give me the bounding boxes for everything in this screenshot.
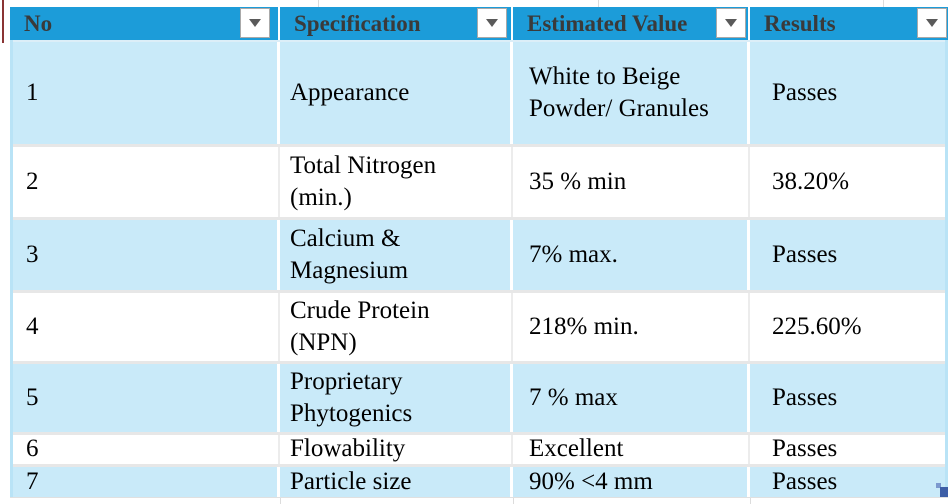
cell-no[interactable]: 5 — [10, 364, 280, 432]
cell-result[interactable]: Passes — [772, 78, 838, 106]
filter-button-estimated-value[interactable] — [716, 8, 746, 38]
gridline-tick — [883, 0, 884, 7]
cell-specification[interactable]: Flowability — [280, 435, 513, 464]
cell-specification[interactable]: Particle size — [280, 467, 513, 497]
cell-result[interactable]: Passes — [772, 383, 838, 411]
table-resize-handle[interactable] — [940, 487, 948, 497]
table-header-row: No Specification Estimated Value Results — [10, 7, 948, 40]
table-resize-handle[interactable] — [936, 483, 941, 488]
cell-estimated-value[interactable]: 90% <4 mm — [513, 467, 750, 497]
cell-estimated-value[interactable]: White to Beige Powder/ Granules — [513, 42, 750, 144]
table-row: 4 Crude Protein (NPN) 218% min. 225.60% — [10, 290, 948, 361]
header-label-no: No — [24, 10, 53, 36]
screenshot-artifact-line — [2, 0, 4, 43]
cell-no[interactable]: 6 — [10, 435, 280, 464]
gridline-tick — [280, 498, 281, 504]
cell-no[interactable]: 7 — [10, 467, 280, 497]
specification-table: No Specification Estimated Value Results — [10, 7, 948, 498]
header-cell-specification[interactable]: Specification — [280, 7, 513, 40]
header-cell-results[interactable]: Results — [750, 7, 948, 40]
header-label-specification: Specification — [294, 10, 421, 36]
cell-result[interactable]: 38.20% — [772, 167, 850, 195]
filter-button-results[interactable] — [917, 8, 947, 38]
table-row: 1 Appearance White to Beige Powder/ Gran… — [10, 40, 948, 144]
filter-dropdown-icon — [725, 19, 737, 27]
cell-result[interactable]: 225.60% — [772, 312, 862, 340]
gridline-tick — [598, 0, 599, 7]
cell-result[interactable]: Passes — [772, 467, 838, 495]
table-row: 3 Calcium & Magnesium 7% max. Passes — [10, 217, 948, 290]
cell-no[interactable]: 4 — [10, 293, 280, 361]
table-row: 7 Particle size 90% <4 mm Passes — [10, 464, 948, 498]
cell-estimated-value[interactable]: Excellent — [513, 435, 750, 464]
header-cell-no[interactable]: No — [10, 7, 280, 40]
header-cell-estimated-value[interactable]: Estimated Value — [513, 7, 750, 40]
cell-no[interactable]: 1 — [10, 42, 280, 144]
table-row: 2 Total Nitrogen (min.) 35 % min 38.20% — [10, 144, 948, 217]
gridline-tick — [750, 498, 751, 504]
table-left-border — [10, 40, 13, 497]
table-right-border — [945, 40, 948, 497]
gridline-tick — [318, 0, 319, 7]
table-body: 1 Appearance White to Beige Powder/ Gran… — [10, 40, 948, 498]
table-row: 5 Proprietary Phytogenics 7 % max Passes — [10, 361, 948, 432]
cell-specification[interactable]: Crude Protein (NPN) — [280, 293, 513, 361]
filter-button-no[interactable] — [240, 8, 270, 38]
table-row: 6 Flowability Excellent Passes — [10, 432, 948, 464]
cell-estimated-value[interactable]: 218% min. — [513, 293, 750, 361]
cell-specification[interactable]: Calcium & Magnesium — [280, 220, 513, 290]
header-label-results: Results — [764, 10, 836, 36]
cell-no[interactable]: 2 — [10, 147, 280, 217]
filter-dropdown-icon — [486, 19, 498, 27]
filter-dropdown-icon — [249, 19, 261, 27]
cell-result[interactable]: Passes — [772, 435, 838, 463]
cell-estimated-value[interactable]: 7% max. — [513, 220, 750, 290]
header-label-estimated-value: Estimated Value — [527, 10, 688, 36]
cell-result[interactable]: Passes — [772, 240, 838, 268]
cell-specification[interactable]: Total Nitrogen (min.) — [280, 147, 513, 217]
cell-estimated-value[interactable]: 7 % max — [513, 364, 750, 432]
cell-no[interactable]: 3 — [10, 220, 280, 290]
cell-estimated-value[interactable]: 35 % min — [513, 147, 750, 217]
cell-specification[interactable]: Proprietary Phytogenics — [280, 364, 513, 432]
filter-dropdown-icon — [926, 19, 938, 27]
cell-specification[interactable]: Appearance — [280, 42, 513, 144]
filter-button-specification[interactable] — [477, 8, 507, 38]
gridline-tick — [513, 498, 514, 504]
